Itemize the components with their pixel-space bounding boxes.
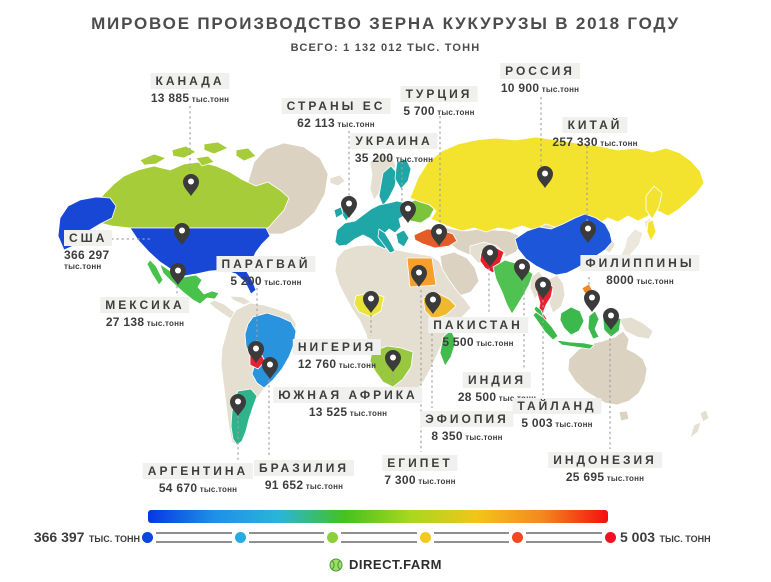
map-pin-pakistan bbox=[482, 245, 498, 267]
canada-island-2 bbox=[171, 145, 197, 159]
country-shape-usa bbox=[129, 227, 271, 295]
legend-min-value: 5 003 bbox=[620, 529, 656, 545]
legend-connector-3 bbox=[341, 531, 417, 543]
map-pin-egypt bbox=[411, 265, 427, 287]
direct-farm-logo-icon bbox=[329, 558, 343, 571]
legend-dot-1 bbox=[142, 531, 153, 543]
country-shape-japan bbox=[619, 228, 644, 263]
country-shape-sakhalin bbox=[646, 219, 657, 242]
map-pin-brazil bbox=[262, 357, 278, 379]
canada-island-5 bbox=[195, 155, 215, 167]
legend-dot-2 bbox=[234, 531, 246, 543]
map-pin-canada bbox=[183, 174, 199, 196]
legend-dot-4 bbox=[419, 531, 431, 543]
country-shape-balkans bbox=[395, 229, 410, 248]
map-pin-india bbox=[514, 259, 530, 281]
country-shape-new-zealand-south bbox=[689, 421, 702, 439]
legend-dots-row bbox=[142, 531, 616, 543]
legend-min-label: 5 003 ТЫС. ТОНН bbox=[620, 529, 711, 547]
country-shape-finland bbox=[394, 158, 412, 190]
country-shape-tasmania bbox=[618, 410, 630, 422]
page-subtitle: ВСЕГО: 1 132 012 ТЫС. ТОНН bbox=[290, 42, 481, 54]
map-pin-eu bbox=[341, 196, 357, 218]
country-shape-borneo bbox=[559, 306, 585, 336]
legend-connector-5 bbox=[526, 531, 602, 543]
map-pin-ethiopia bbox=[425, 292, 441, 314]
country-shape-canada bbox=[94, 161, 290, 229]
legend-max-label: 366 397 ТЫС. ТОНН bbox=[30, 529, 140, 547]
brand-name: DIRECT.FARM bbox=[349, 557, 442, 572]
legend-connector-2 bbox=[248, 531, 325, 543]
country-shape-sulawesi bbox=[587, 310, 600, 340]
country-shape-cuba bbox=[229, 295, 252, 306]
country-shape-kamchatka bbox=[645, 185, 663, 220]
country-shape-iceland bbox=[329, 174, 346, 187]
country-shape-java bbox=[555, 339, 595, 350]
map-pin-argentina bbox=[230, 394, 246, 416]
country-shape-italy bbox=[377, 228, 396, 254]
legend-gradient-bar bbox=[148, 510, 608, 523]
map-pin-indonesia bbox=[603, 308, 619, 330]
country-shape-new-zealand-north bbox=[699, 409, 710, 423]
canada-island-4 bbox=[235, 147, 257, 162]
map-pin-usa bbox=[174, 223, 190, 245]
canada-island-3 bbox=[203, 141, 229, 155]
country-shape-new-guinea-east bbox=[618, 316, 654, 340]
legend-max-unit: ТЫС. ТОНН bbox=[88, 534, 140, 544]
map-pin-paraguay bbox=[248, 341, 264, 363]
map-pin-russia bbox=[537, 166, 553, 188]
map-pin-thailand bbox=[535, 277, 551, 299]
legend-min-unit: ТЫС. ТОНН bbox=[659, 534, 711, 544]
map-pin-china bbox=[580, 221, 596, 243]
map-pin-mexico bbox=[170, 263, 186, 285]
map-pin-philippines bbox=[584, 290, 600, 312]
page-title: МИРОВОЕ ПРОИЗВОДСТВО ЗЕРНА КУКУРУЗЫ В 20… bbox=[91, 14, 680, 33]
map-pin-south_africa bbox=[385, 350, 401, 372]
country-shape-baja bbox=[146, 259, 164, 286]
country-shape-eu-mainland bbox=[334, 200, 410, 250]
country-shape-australia bbox=[567, 330, 648, 406]
map-pin-turkey bbox=[431, 224, 447, 246]
footer: DIRECT.FARM bbox=[0, 557, 771, 572]
map-pins bbox=[170, 166, 619, 416]
legend-connector-4 bbox=[433, 531, 510, 543]
legend-dot-3 bbox=[327, 531, 339, 543]
country-shape-russia bbox=[409, 136, 705, 233]
canada-island-1 bbox=[139, 153, 167, 166]
legend-dot-6 bbox=[604, 531, 616, 543]
country-shape-ireland bbox=[333, 206, 344, 219]
legend-dot-5 bbox=[512, 531, 524, 543]
country-shape-sumatra bbox=[532, 311, 559, 341]
country-shape-sweden bbox=[378, 165, 398, 207]
map-pin-nigeria bbox=[363, 291, 379, 313]
legend-connector-1 bbox=[156, 531, 232, 543]
map-pin-ukraine bbox=[400, 201, 416, 223]
legend-max-value: 366 397 bbox=[33, 529, 85, 545]
